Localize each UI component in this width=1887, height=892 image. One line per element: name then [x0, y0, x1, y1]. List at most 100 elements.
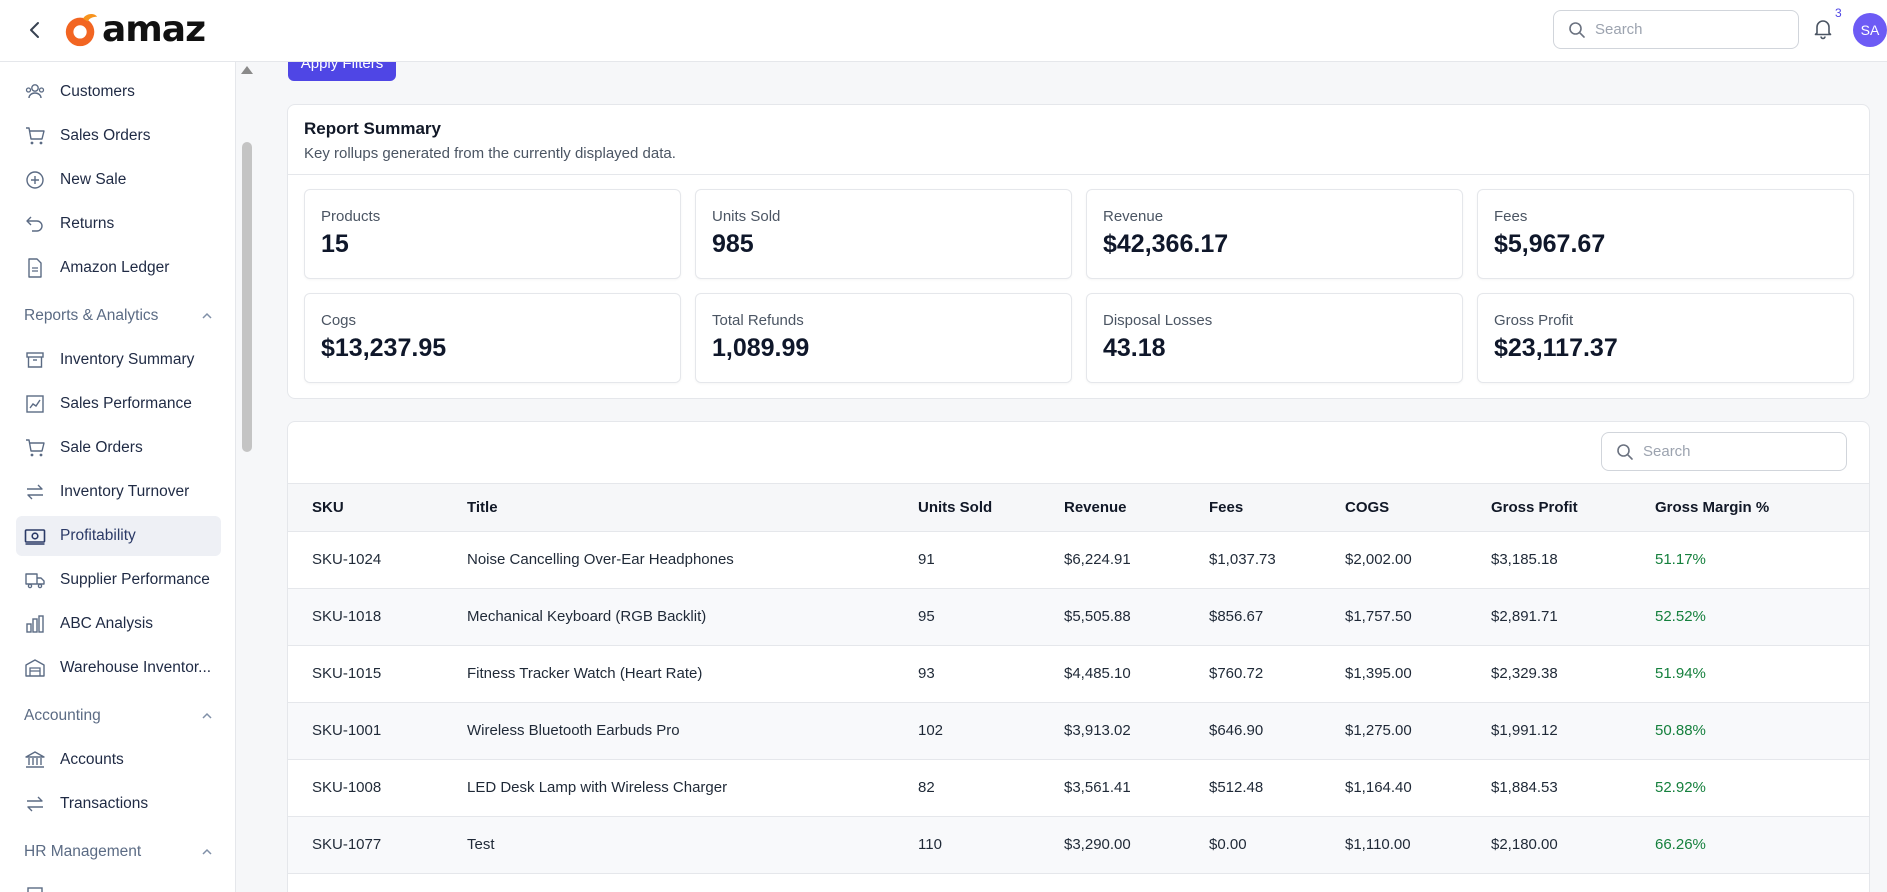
cell-cogs: $2,002.00 — [1345, 551, 1412, 568]
sidebar-item-label: Returns — [60, 215, 115, 232]
sidebar-item-label: Inventory Turnover — [60, 483, 190, 500]
sidebar-item-label: ABC Analysis — [60, 615, 154, 632]
column-header-units-sold[interactable]: Units Sold — [918, 499, 993, 516]
sidebar-item-sales-performance[interactable]: Sales Performance — [16, 384, 221, 424]
global-search-input[interactable] — [1595, 21, 1775, 38]
table-search[interactable] — [1601, 432, 1847, 471]
stat-value: 985 — [712, 230, 754, 258]
column-header-fees[interactable]: Fees — [1209, 499, 1244, 516]
swap-arrows-icon — [24, 793, 46, 815]
global-search[interactable] — [1553, 10, 1799, 49]
cell-gross-margin: 52.52% — [1655, 608, 1706, 625]
sidebar-item-supplier-performance[interactable]: Supplier Performance — [16, 560, 221, 600]
section-reports-analytics[interactable]: Reports & Analytics — [24, 301, 214, 331]
sidebar-item-label: Warehouse Inventor... — [60, 659, 212, 676]
section-hr-management[interactable]: HR Management — [24, 837, 214, 867]
sidebar-item-accounts[interactable]: Accounts — [16, 740, 221, 780]
cell-title: Noise Cancelling Over-Ear Headphones — [467, 551, 734, 568]
column-header-revenue[interactable]: Revenue — [1064, 499, 1127, 516]
cart-icon — [24, 125, 46, 147]
truck-icon — [24, 569, 46, 591]
sidebar-item-label: Sales Performance — [60, 395, 192, 412]
cell-gross-profit: $2,180.00 — [1491, 836, 1558, 853]
plus-circle-icon — [24, 169, 46, 191]
cell-fees: $0.00 — [1209, 836, 1247, 853]
chevron-up-icon — [202, 848, 212, 855]
sidebar-item-amazon-ledger[interactable]: Amazon Ledger — [16, 248, 221, 288]
chevron-up-icon — [202, 312, 212, 319]
back-button[interactable] — [22, 17, 48, 43]
sidebar-item-inventory-turnover[interactable]: Inventory Turnover — [16, 472, 221, 512]
stat-label: Units Sold — [712, 208, 781, 225]
money-icon — [24, 525, 46, 547]
stat-card-gross-profit: Gross Profit $23,117.37 — [1477, 293, 1854, 383]
stat-label: Revenue — [1103, 208, 1164, 225]
sidebar-item-warehouse-inventory[interactable]: Warehouse Inventor... — [16, 648, 221, 688]
table-row[interactable]: SKU-1024 Noise Cancelling Over-Ear Headp… — [288, 532, 1869, 589]
stat-label: Products — [321, 208, 381, 225]
report-summary-subtitle: Key rollups generated from the currently… — [304, 145, 676, 162]
cell-revenue: $6,224.91 — [1064, 551, 1131, 568]
notifications-button[interactable] — [1811, 16, 1837, 42]
sidebar-item-sales-orders[interactable]: Sales Orders — [16, 116, 221, 156]
cell-gross-margin: 66.26% — [1655, 836, 1706, 853]
stat-value: 1,089.99 — [712, 334, 810, 362]
table-row[interactable]: SKU-1015 Fitness Tracker Watch (Heart Ra… — [288, 646, 1869, 703]
table-row[interactable]: SKU-1008 LED Desk Lamp with Wireless Cha… — [288, 760, 1869, 817]
stat-label: Gross Profit — [1494, 312, 1574, 329]
cell-units-sold: 82 — [918, 779, 935, 796]
sidebar-item-customers[interactable]: Customers — [16, 72, 221, 112]
app-logo[interactable]: amaz — [62, 10, 206, 50]
sidebar-item-label: Sales Orders — [60, 127, 151, 144]
notification-count-badge: 3 — [1835, 6, 1842, 20]
sidebar-item-label: Inventory Summary — [60, 351, 195, 368]
column-header-gross-margin[interactable]: Gross Margin % — [1655, 499, 1770, 516]
table-row[interactable]: SKU-1001 Wireless Bluetooth Earbuds Pro … — [288, 703, 1869, 760]
cell-fees: $1,037.73 — [1209, 551, 1276, 568]
cell-fees: $856.67 — [1209, 608, 1264, 625]
stat-card-units-sold: Units Sold 985 — [695, 189, 1072, 279]
column-header-sku[interactable]: SKU — [312, 499, 344, 516]
column-header-gross-profit[interactable]: Gross Profit — [1491, 499, 1578, 516]
column-header-cogs[interactable]: COGS — [1345, 499, 1390, 516]
table-row[interactable]: SKU-1077 Test 110 $3,290.00 $0.00 $1,110… — [288, 817, 1869, 874]
sidebar-item-returns[interactable]: Returns — [16, 204, 221, 244]
profitability-table-card: SKU Title Units Sold Revenue Fees COGS G… — [287, 421, 1870, 892]
sidebar-item-abc-analysis[interactable]: ABC Analysis — [16, 604, 221, 644]
cell-gross-margin: 51.17% — [1655, 551, 1706, 568]
logo-mark-icon — [65, 14, 98, 47]
sidebar-item-new-sale[interactable]: New Sale — [16, 160, 221, 200]
sidebar-item-label: Customers — [60, 83, 135, 100]
cell-cogs: $1,164.40 — [1345, 779, 1412, 796]
stat-label: Disposal Losses — [1103, 312, 1213, 329]
table-row[interactable]: SKU-1018 Mechanical Keyboard (RGB Backli… — [288, 589, 1869, 646]
cell-cogs: $1,275.00 — [1345, 722, 1412, 739]
cell-sku: SKU-1018 — [312, 608, 382, 625]
user-avatar[interactable]: SA — [1853, 13, 1887, 47]
cell-fees: $512.48 — [1209, 779, 1264, 796]
section-accounting[interactable]: Accounting — [24, 701, 214, 731]
cell-title: Mechanical Keyboard (RGB Backlit) — [467, 608, 707, 625]
sidebar-item-sale-orders[interactable]: Sale Orders — [16, 428, 221, 468]
cell-fees: $646.90 — [1209, 722, 1264, 739]
sidebar-scrollbar-thumb[interactable] — [242, 142, 252, 452]
sidebar-item-hr-partial[interactable] — [16, 876, 221, 892]
table-search-input[interactable] — [1643, 443, 1823, 460]
sidebar-item-label: Profitability — [60, 527, 136, 544]
bar-chart-icon — [24, 613, 46, 635]
sidebar-item-transactions[interactable]: Transactions — [16, 784, 221, 824]
stat-card-products: Products 15 — [304, 189, 681, 279]
search-icon — [1617, 443, 1633, 460]
scroll-up-arrow-icon[interactable] — [241, 66, 253, 74]
sidebar-item-profitability[interactable]: Profitability — [16, 516, 221, 556]
bank-icon — [24, 749, 46, 771]
cell-revenue: $3,561.41 — [1064, 779, 1131, 796]
column-header-title[interactable]: Title — [467, 499, 498, 516]
cell-sku: SKU-1008 — [312, 779, 382, 796]
cell-gross-margin: 50.88% — [1655, 722, 1706, 739]
users-icon — [24, 81, 46, 103]
cell-gross-profit: $1,991.12 — [1491, 722, 1558, 739]
cell-gross-profit: $2,329.38 — [1491, 665, 1558, 682]
sidebar-item-inventory-summary[interactable]: Inventory Summary — [16, 340, 221, 380]
cell-sku: SKU-1024 — [312, 551, 382, 568]
